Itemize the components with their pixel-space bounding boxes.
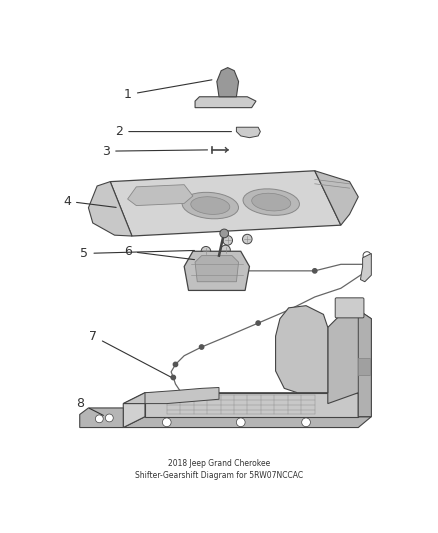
- Circle shape: [162, 418, 171, 426]
- Text: 7: 7: [89, 329, 171, 377]
- Circle shape: [313, 269, 317, 273]
- Polygon shape: [88, 182, 132, 236]
- Polygon shape: [123, 393, 145, 427]
- Text: 1: 1: [124, 80, 212, 101]
- Polygon shape: [80, 408, 123, 427]
- Polygon shape: [315, 171, 358, 225]
- Circle shape: [243, 235, 252, 244]
- Circle shape: [256, 321, 260, 325]
- Circle shape: [201, 246, 211, 256]
- Polygon shape: [276, 305, 328, 393]
- Circle shape: [302, 418, 311, 426]
- Polygon shape: [358, 310, 371, 417]
- Polygon shape: [127, 184, 193, 206]
- Polygon shape: [217, 68, 239, 97]
- Polygon shape: [110, 171, 341, 236]
- Ellipse shape: [182, 192, 239, 219]
- Ellipse shape: [191, 197, 230, 214]
- Circle shape: [221, 245, 230, 255]
- Polygon shape: [123, 393, 358, 403]
- Text: 8: 8: [76, 397, 103, 415]
- Ellipse shape: [252, 193, 291, 211]
- Circle shape: [199, 345, 204, 349]
- Circle shape: [95, 415, 103, 423]
- Polygon shape: [184, 251, 250, 290]
- Polygon shape: [123, 417, 371, 427]
- Text: 3: 3: [102, 144, 208, 158]
- Polygon shape: [195, 97, 256, 108]
- Bar: [358, 358, 371, 375]
- Polygon shape: [145, 393, 358, 417]
- Text: 6: 6: [124, 245, 194, 260]
- Polygon shape: [328, 310, 371, 417]
- Polygon shape: [237, 127, 260, 138]
- Text: 5: 5: [81, 247, 194, 260]
- Ellipse shape: [243, 189, 300, 215]
- Polygon shape: [145, 387, 219, 403]
- Polygon shape: [360, 254, 371, 282]
- Circle shape: [237, 418, 245, 426]
- Circle shape: [106, 414, 113, 422]
- Circle shape: [223, 236, 233, 245]
- Circle shape: [173, 362, 178, 367]
- FancyBboxPatch shape: [335, 298, 364, 318]
- Text: 4: 4: [63, 195, 116, 208]
- Circle shape: [171, 375, 176, 379]
- Circle shape: [220, 229, 229, 238]
- Polygon shape: [195, 256, 239, 282]
- Text: 2018 Jeep Grand Cherokee
Shifter-Gearshift Diagram for 5RW07NCCAC: 2018 Jeep Grand Cherokee Shifter-Gearshi…: [135, 459, 303, 480]
- Text: 2: 2: [115, 125, 231, 138]
